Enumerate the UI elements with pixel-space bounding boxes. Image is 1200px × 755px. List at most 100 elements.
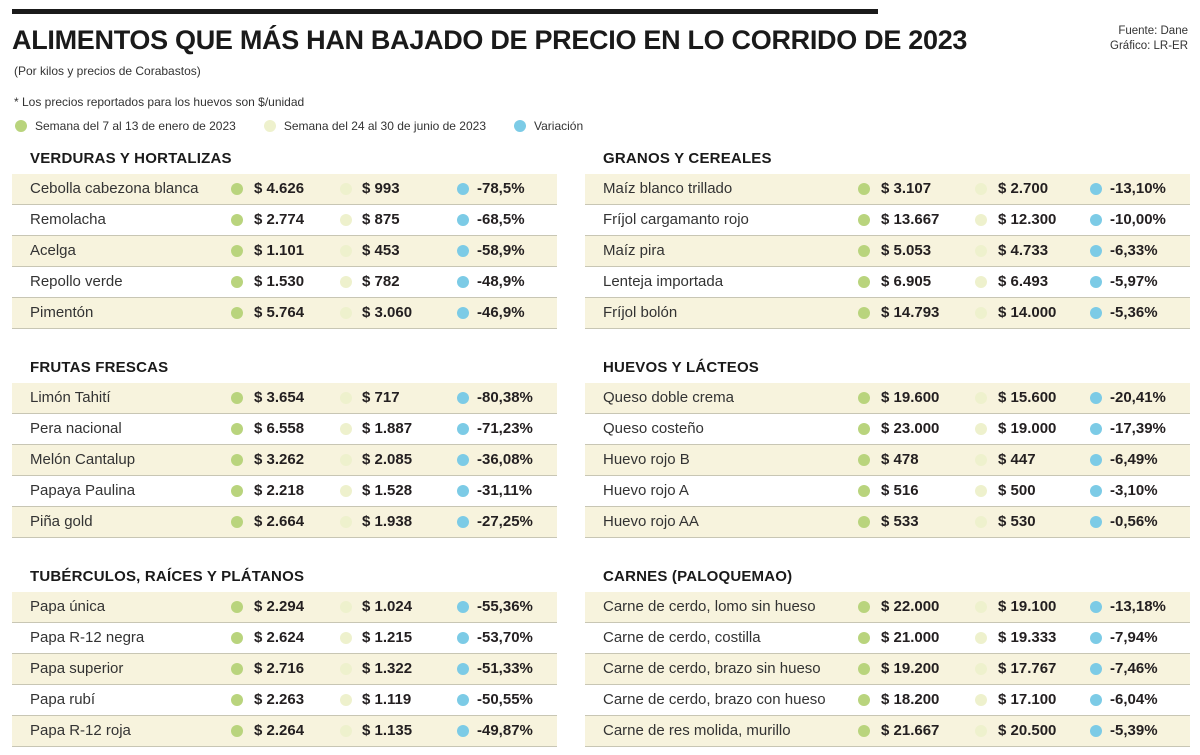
week2-price: $ 500: [998, 482, 1036, 499]
variation-value: -55,36%: [477, 598, 533, 615]
week2-price: $ 12.300: [998, 211, 1057, 228]
table-row: Fríjol cargamanto rojo $ 13.667 $ 12.300 -1…: [585, 205, 1190, 236]
table-row: Carne de res molida, murillo $ 21.667 $ 20…: [585, 716, 1190, 747]
week1-dot: [231, 485, 243, 497]
table-row: Repollo verde $ 1.530 $ 782 -48,9%: [12, 267, 557, 298]
week2-dot: [340, 423, 352, 435]
week2-dot: [340, 663, 352, 675]
week2-price: $ 17.767: [998, 660, 1057, 677]
week2-price: $ 1.322: [362, 660, 413, 677]
variation-value: -58,9%: [477, 242, 525, 259]
week2-dot: [340, 392, 352, 404]
week1-dot: [858, 632, 870, 644]
table-row: Papa superior $ 2.716 $ 1.322 -51,33%: [12, 654, 557, 685]
week1-price: $ 19.600: [881, 389, 940, 406]
week1-dot: [231, 516, 243, 528]
item-name: Papa R-12 roja: [30, 722, 131, 739]
week1-dot: [231, 276, 243, 288]
table-row: Carne de cerdo, brazo sin hueso $ 19.200 $…: [585, 654, 1190, 685]
table-row: Maíz pira $ 5.053 $ 4.733 -6,33%: [585, 236, 1190, 267]
table-row: Pimentón $ 5.764 $ 3.060 -46,9%: [12, 298, 557, 329]
week2-dot: [340, 694, 352, 706]
week1-dot: [231, 423, 243, 435]
section-rows: Limón Tahití $ 3.654 $ 717 -80,38% Pera naci…: [12, 383, 557, 538]
item-name: Queso costeño: [603, 420, 704, 437]
variation-dot: [1090, 725, 1102, 737]
week1-price: $ 21.000: [881, 629, 940, 646]
variation-value: -6,04%: [1110, 691, 1158, 708]
legend-item-week1: Semana del 7 al 13 de enero de 2023: [15, 119, 236, 133]
item-name: Repollo verde: [30, 273, 123, 290]
week1-dot: [858, 307, 870, 319]
variation-value: -51,33%: [477, 660, 533, 677]
week1-price: $ 18.200: [881, 691, 940, 708]
section-rows: Papa única $ 2.294 $ 1.024 -55,36% Papa R-12…: [12, 592, 557, 747]
week1-price: $ 2.263: [254, 691, 305, 708]
table-row: Cebolla cabezona blanca $ 4.626 $ 993 -78,5…: [12, 174, 557, 205]
variation-value: -5,97%: [1110, 273, 1158, 290]
variation-value: -3,10%: [1110, 482, 1158, 499]
item-name: Acelga: [30, 242, 76, 259]
section-verduras: VERDURAS Y HORTALIZAS Cebolla cabezona bl…: [12, 148, 557, 329]
section-granos: GRANOS Y CEREALES Maíz blanco trillado $ 3…: [585, 148, 1190, 329]
table-row: Papa R-12 negra $ 2.624 $ 1.215 -53,70%: [12, 623, 557, 654]
variation-dot: [1090, 485, 1102, 497]
section-tuberculos: TUBÉRCULOS, RAÍCES Y PLÁTANOS Papa única $…: [12, 566, 557, 747]
variation-value: -50,55%: [477, 691, 533, 708]
week2-price: $ 3.060: [362, 304, 413, 321]
section-title: HUEVOS Y LÁCTEOS: [603, 359, 760, 376]
week1-dot: [858, 454, 870, 466]
source-credit: Fuente: Dane Gráfico: LR-ER: [1110, 24, 1188, 54]
item-name: Cebolla cabezona blanca: [30, 180, 199, 197]
week1-dot: [231, 694, 243, 706]
week1-price: $ 478: [881, 451, 919, 468]
week1-dot: [231, 601, 243, 613]
variation-value: -6,49%: [1110, 451, 1158, 468]
week2-dot: [975, 245, 987, 257]
week2-dot: [975, 516, 987, 528]
item-name: Papa única: [30, 598, 106, 615]
week2-dot: [975, 214, 987, 226]
week1-dot: [858, 183, 870, 195]
week1-dot: [858, 485, 870, 497]
item-name: Maíz blanco trillado: [603, 180, 733, 197]
table-row: Papaya Paulina $ 2.218 $ 1.528 -31,11%: [12, 476, 557, 507]
week1-dot: [858, 423, 870, 435]
variation-value: -78,5%: [477, 180, 525, 197]
source-line: Fuente: Dane: [1118, 25, 1188, 37]
week2-price: $ 530: [998, 513, 1036, 530]
legend-week2-swatch: [263, 120, 276, 132]
chart-subtitle: (Por kilos y precios de Corabastos): [14, 64, 201, 78]
legend-variation-label: Variación: [534, 119, 584, 133]
week2-price: $ 19.100: [998, 598, 1057, 615]
item-name: Queso doble crema: [603, 389, 734, 406]
item-name: Melón Cantalup: [30, 451, 136, 468]
variation-value: -31,11%: [477, 482, 533, 499]
week2-dot: [975, 392, 987, 404]
variation-dot: [1090, 276, 1102, 288]
week2-dot: [340, 307, 352, 319]
week2-price: $ 453: [362, 242, 400, 259]
legend-week1-swatch: [15, 120, 27, 132]
variation-value: -46,9%: [477, 304, 525, 321]
section-frutas: FRUTAS FRESCAS Limón Tahití $ 3.654 $ 717 -8…: [12, 357, 557, 538]
week2-dot: [340, 183, 352, 195]
week2-dot: [975, 725, 987, 737]
variation-value: -10,00%: [1110, 211, 1166, 228]
week2-dot: [975, 601, 987, 613]
variation-dot: [1090, 183, 1102, 195]
week2-price: $ 4.733: [998, 242, 1049, 259]
table-row: Maíz blanco trillado $ 3.107 $ 2.700 -13,10…: [585, 174, 1190, 205]
legend-week1-label: Semana del 7 al 13 de enero de 2023: [35, 119, 236, 133]
legend: Semana del 7 al 13 de enero de 2023 Sema…: [15, 119, 611, 133]
variation-value: -20,41%: [1110, 389, 1166, 406]
week2-dot: [975, 276, 987, 288]
week2-dot: [975, 454, 987, 466]
variation-value: -17,39%: [1110, 420, 1166, 437]
item-name: Papa rubí: [30, 691, 96, 708]
week2-price: $ 993: [362, 180, 400, 197]
week1-dot: [858, 214, 870, 226]
legend-week2-label: Semana del 24 al 30 de junio de 2023: [283, 119, 486, 133]
variation-value: -27,25%: [477, 513, 533, 530]
week2-price: $ 782: [362, 273, 400, 290]
